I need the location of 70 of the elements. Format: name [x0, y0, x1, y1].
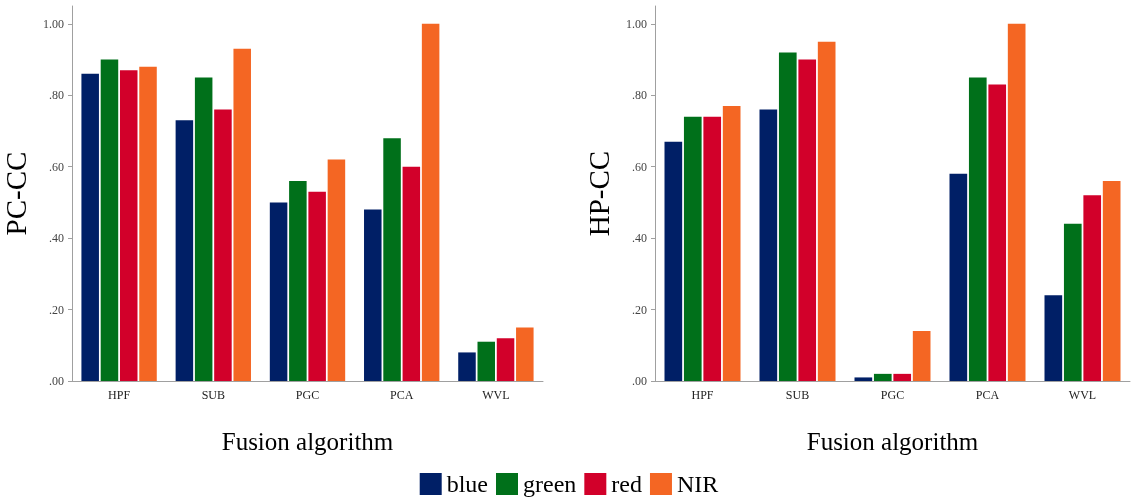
y-tick-label: 1.00 [626, 16, 647, 31]
legend-label: blue [446, 471, 489, 497]
bar [421, 23, 440, 381]
bar [139, 66, 157, 381]
x-tick-label: WVL [1068, 388, 1097, 402]
bar [81, 73, 99, 381]
bar [233, 48, 251, 381]
bar [817, 41, 836, 381]
bar [988, 84, 1007, 381]
y-tick-label: .20 [632, 302, 647, 317]
bar [1044, 295, 1063, 381]
bar [383, 138, 401, 381]
bar [364, 209, 382, 381]
bar [1007, 23, 1026, 381]
x-tick-label: SUB [201, 388, 225, 402]
y-axis-title: HP-CC [582, 150, 615, 237]
y-tick-label: .80 [49, 88, 64, 103]
bar [873, 373, 892, 381]
legend-label: NIR [676, 471, 719, 497]
bar [269, 202, 288, 381]
bar [893, 373, 912, 381]
bar [703, 116, 722, 381]
bar [308, 191, 326, 381]
legend-label: green [523, 471, 577, 497]
bar [1102, 181, 1121, 381]
x-axis-title: Fusion algorithm [221, 428, 394, 455]
x-tick-label: PCA [390, 388, 414, 402]
y-tick-label: .00 [632, 374, 647, 388]
bar [949, 173, 968, 381]
bar [402, 166, 421, 381]
x-tick-label: HPF [691, 388, 714, 402]
bar [722, 106, 741, 381]
bar [683, 116, 702, 381]
x-axis-title: Fusion algorithm [806, 428, 979, 455]
y-tick-label: .60 [632, 159, 647, 174]
legend-label: red [611, 471, 642, 497]
bar [477, 341, 496, 381]
x-tick-label: HPF [108, 388, 131, 402]
y-tick-label: .80 [632, 88, 647, 103]
bar [798, 59, 817, 381]
x-tick-label: PCA [975, 388, 1000, 402]
bar [759, 109, 778, 381]
x-tick-label: PGC [295, 388, 320, 402]
bar [912, 331, 931, 381]
bar [778, 52, 797, 381]
bar [458, 352, 476, 381]
y-tick-label: .00 [49, 374, 64, 388]
y-tick-label: .40 [632, 231, 647, 246]
bar [119, 70, 138, 381]
bar [1083, 195, 1102, 381]
bar [1063, 223, 1082, 381]
x-tick-label: PGC [880, 388, 905, 402]
bar [968, 77, 987, 381]
x-tick-label: SUB [785, 388, 810, 402]
y-tick-label: 1.00 [43, 16, 64, 31]
bar [289, 181, 307, 381]
bar [327, 159, 346, 381]
y-axis-title: PC-CC [0, 151, 32, 236]
y-tick-label: .60 [49, 159, 64, 174]
bar [516, 327, 534, 381]
bar [100, 59, 119, 381]
y-tick-label: .20 [49, 302, 64, 317]
bar [175, 120, 194, 381]
bar [664, 141, 683, 381]
bar [194, 77, 213, 381]
bar [214, 109, 232, 381]
x-tick-label: WVL [482, 388, 510, 402]
y-tick-label: .40 [49, 231, 64, 246]
bar [854, 377, 873, 381]
bar [496, 338, 515, 381]
